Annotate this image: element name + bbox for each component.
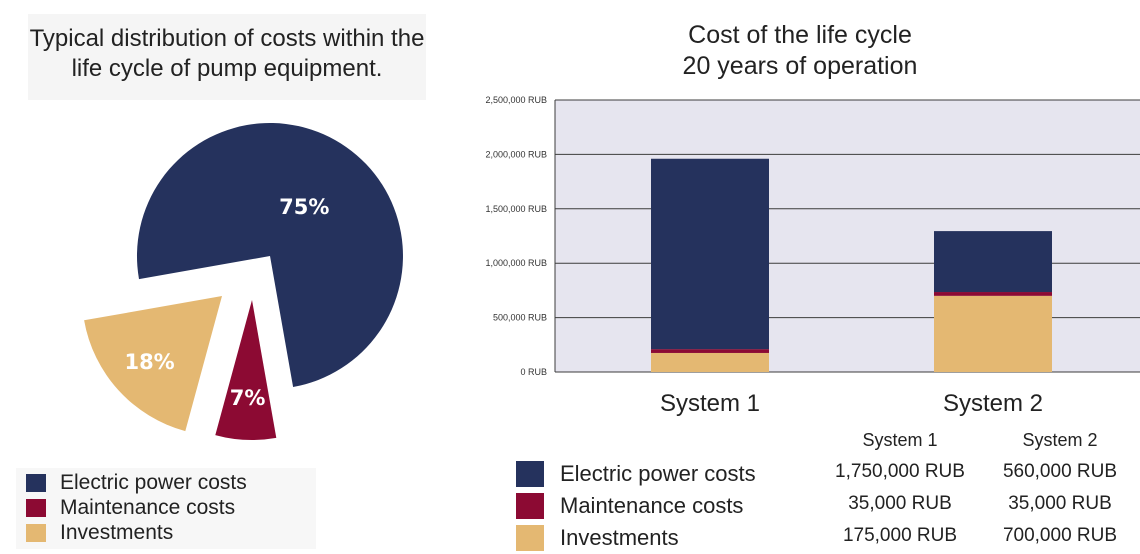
pie-legend: Electric power costs Maintenance costs I…	[16, 468, 316, 549]
table-row-investments: 175,000 RUB 700,000 RUB	[820, 520, 1140, 552]
y-tick-label: 2,500,000 RUB	[485, 95, 547, 105]
pie-legend-item-investments: Investments	[26, 520, 316, 545]
bar-chart-panel: Cost of the life cycle 20 years of opera…	[460, 0, 1140, 552]
x-category-label: System 1	[660, 390, 760, 417]
pie-slice-label-electric: 75%	[279, 195, 329, 219]
bar-legend-item-maintenance: Maintenance costs	[516, 490, 756, 522]
table-row-electric: 1,750,000 RUB 560,000 RUB	[820, 456, 1140, 488]
legend-label-electric: Electric power costs	[560, 461, 756, 486]
pie-slice-maintenance	[215, 300, 277, 441]
pie-slice-label-investments: 18%	[124, 350, 174, 374]
legend-swatch-maintenance	[26, 498, 46, 517]
pie-chart-title: Typical distribution of costs within the…	[28, 14, 426, 100]
legend-label-investments: Investments	[60, 520, 174, 544]
legend-label-investments: Investments	[560, 525, 679, 550]
pie-slice-electric	[136, 123, 403, 387]
pie-chart: 75% 7% 18%	[84, 123, 403, 441]
bar-chart-title-line1: Cost of the life cycle	[688, 21, 912, 49]
pie-legend-item-maintenance: Maintenance costs	[26, 495, 316, 520]
legend-swatch-investments	[516, 525, 544, 551]
legend-swatch-electric	[516, 461, 544, 487]
pie-slice-label-maintenance: 7%	[230, 386, 266, 410]
legend-label-electric: Electric power costs	[60, 470, 247, 494]
bar-segment-electric	[651, 158, 769, 350]
table-cell: 700,000 RUB	[1002, 525, 1118, 546]
table-header-row: System 1 System 2	[820, 424, 1140, 456]
pie-slice-investments	[84, 296, 222, 432]
legend-swatch-electric	[26, 473, 46, 492]
table-header-system2: System 2	[1022, 429, 1098, 450]
bar-segment-investments	[934, 295, 1052, 372]
bar-legend-item-investments: Investments	[516, 522, 756, 554]
y-tick-label: 0 RUB	[520, 367, 547, 377]
table-header-system1: System 1	[862, 429, 938, 450]
bar-chart-title-line2: 20 years of operation	[682, 52, 918, 80]
bar-segment-maintenance	[934, 292, 1052, 296]
bar-legend: Electric power costs Maintenance costs I…	[516, 458, 756, 554]
legend-label-maintenance: Maintenance costs	[560, 493, 744, 518]
bar-chart: 0 RUB 500,000 RUB 1,000,000 RUB 1,500,000 R…	[485, 95, 1140, 417]
plot-area	[555, 100, 1140, 372]
table-cell: 175,000 RUB	[842, 525, 958, 546]
bar-legend-item-electric: Electric power costs	[516, 458, 756, 490]
bar-chart-title: Cost of the life cycle 20 years of opera…	[460, 20, 1140, 82]
table-cell: 35,000 RUB	[848, 493, 952, 514]
y-tick-label: 1,000,000 RUB	[485, 258, 547, 268]
legend-label-maintenance: Maintenance costs	[60, 495, 236, 519]
x-category-label: System 2	[943, 390, 1043, 417]
bar-segment-electric	[934, 231, 1052, 293]
table-cell: 1,750,000 RUB	[835, 461, 965, 482]
pie-legend-item-electric: Electric power costs	[26, 470, 316, 495]
legend-swatch-maintenance	[516, 493, 544, 519]
y-tick-label: 500,000 RUB	[493, 313, 547, 323]
bar-segment-maintenance	[651, 349, 769, 353]
legend-swatch-investments	[26, 523, 46, 542]
table-cell: 560,000 RUB	[1002, 461, 1118, 482]
bar-segment-investments	[651, 352, 769, 372]
table-row-maintenance: 35,000 RUB 35,000 RUB	[820, 488, 1140, 520]
pie-chart-panel: Typical distribution of costs within the…	[0, 0, 440, 552]
y-tick-label: 1,500,000 RUB	[485, 204, 547, 214]
y-tick-label: 2,000,000 RUB	[485, 149, 547, 159]
cost-value-table: System 1 System 2 1,750,000 RUB 560,000 …	[820, 424, 1140, 552]
table-cell: 35,000 RUB	[1008, 493, 1112, 514]
